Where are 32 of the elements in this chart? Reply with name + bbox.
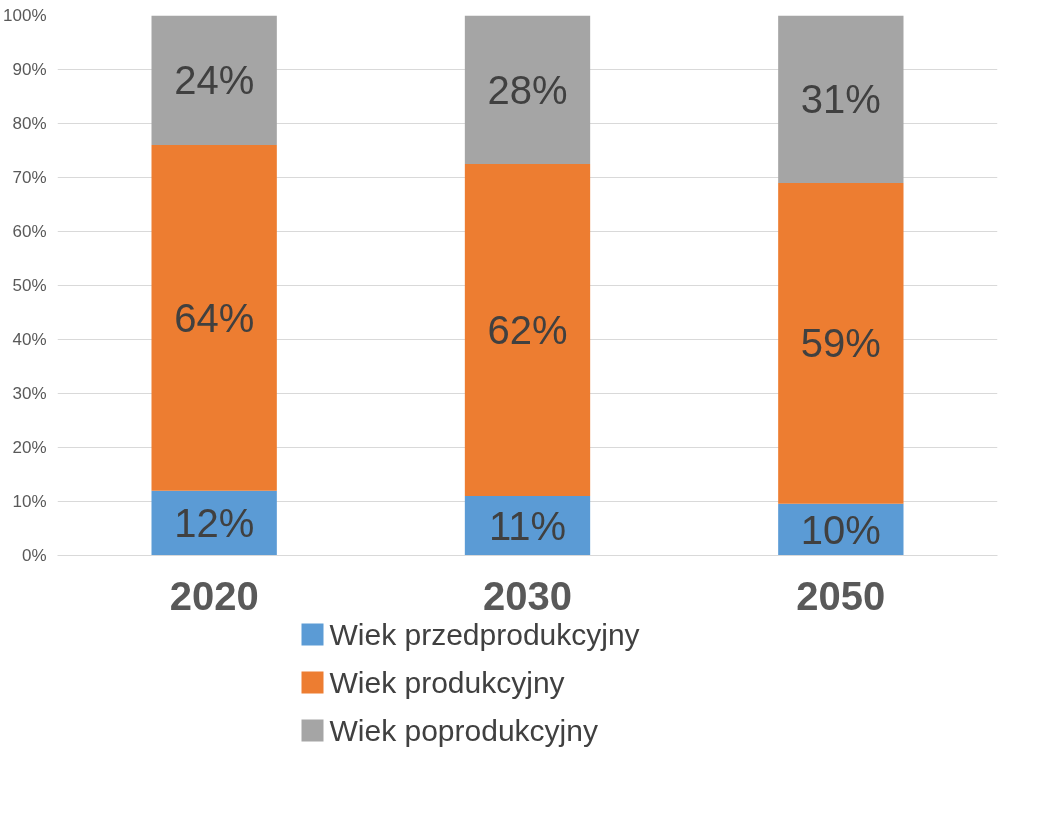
legend-label: Wiek produkcyjny: [329, 666, 565, 699]
x-tick-label: 2020: [169, 573, 259, 618]
legend-label: Wiek poprodukcyjny: [329, 714, 598, 747]
bar: [464, 164, 591, 497]
y-tick-label: 30%: [12, 384, 47, 403]
bar: [151, 145, 277, 491]
data-label: 59%: [800, 321, 881, 366]
y-tick-label: 70%: [12, 168, 47, 187]
y-tick-label: 50%: [12, 276, 47, 295]
y-tick-label: 60%: [12, 222, 47, 241]
x-tick-label: 2030: [483, 573, 572, 618]
data-label: 10%: [800, 507, 881, 552]
y-tick-label: 100%: [3, 6, 47, 25]
x-tick-label: 2050: [796, 573, 886, 618]
data-label: 11%: [488, 503, 567, 548]
bar: [778, 15, 904, 183]
y-tick-label: 80%: [12, 114, 47, 133]
bar: [151, 15, 277, 146]
data-label: 24%: [174, 58, 255, 103]
bar: [464, 15, 591, 164]
bar: [778, 182, 904, 504]
data-label: 31%: [800, 77, 881, 122]
y-tick-label: 90%: [12, 60, 47, 79]
data-label: 64%: [174, 295, 255, 340]
y-tick-label: 0%: [21, 546, 47, 565]
y-tick-label: 10%: [12, 492, 47, 511]
y-tick-label: 20%: [12, 438, 47, 457]
data-label: 62%: [487, 308, 568, 353]
y-tick-label: 40%: [12, 330, 47, 349]
data-label: 12%: [174, 501, 255, 546]
data-label: 28%: [487, 67, 568, 112]
legend-label: Wiek przedprodukcyjny: [329, 618, 640, 651]
